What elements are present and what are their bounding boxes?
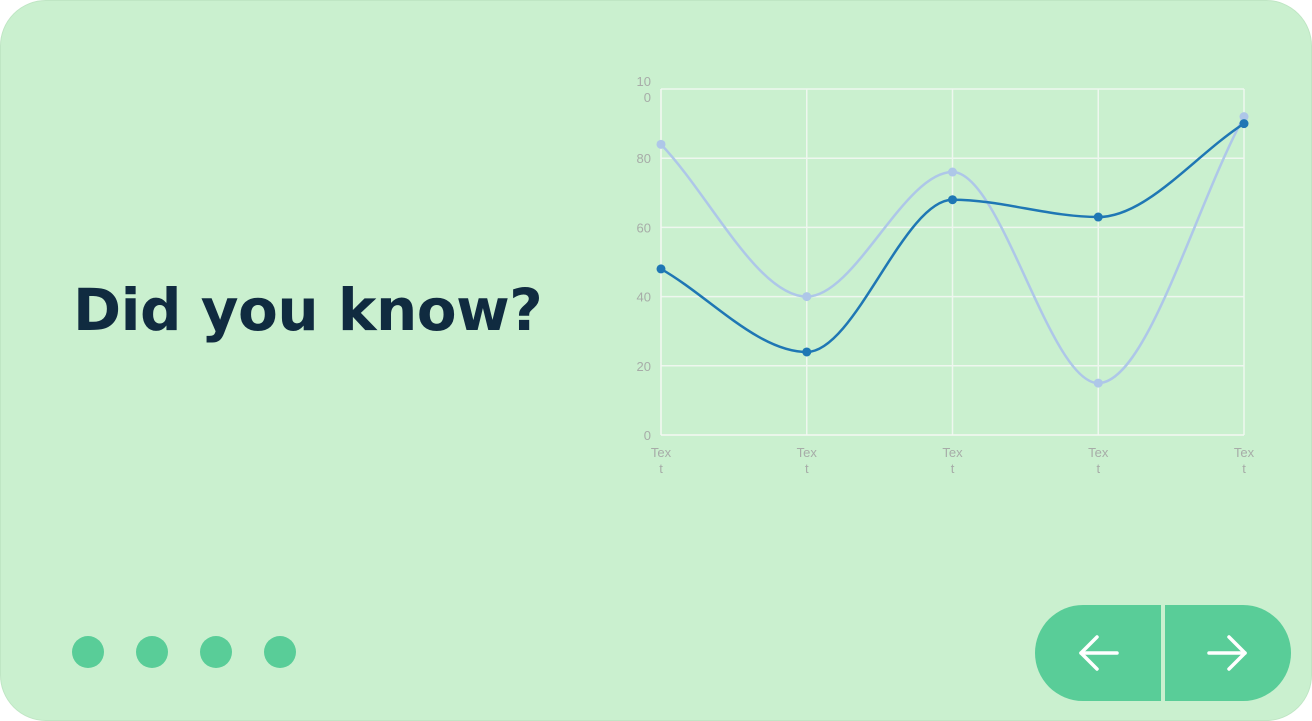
x-tick-label: Tex bbox=[1088, 445, 1109, 460]
pagination-dot[interactable] bbox=[136, 636, 168, 668]
data-point bbox=[948, 195, 957, 205]
y-tick-label: 40 bbox=[637, 290, 651, 305]
data-point bbox=[802, 292, 812, 302]
data-point bbox=[656, 139, 666, 149]
arrow-right-icon bbox=[1207, 635, 1247, 671]
pagination-dot[interactable] bbox=[72, 636, 104, 668]
y-tick-label: 80 bbox=[637, 151, 651, 166]
data-point bbox=[948, 167, 957, 177]
slide-navigation bbox=[1035, 605, 1291, 701]
next-button[interactable] bbox=[1165, 605, 1291, 701]
series-line bbox=[660, 122, 1245, 354]
x-tick-label: t bbox=[805, 461, 809, 476]
headline: Did you know? bbox=[73, 276, 543, 344]
data-point bbox=[656, 264, 666, 274]
pagination-dot[interactable] bbox=[264, 636, 296, 668]
data-point bbox=[1093, 378, 1103, 388]
y-tick-label: 10 bbox=[637, 74, 651, 89]
previous-button[interactable] bbox=[1035, 605, 1161, 701]
data-point bbox=[1093, 212, 1103, 222]
chart-series bbox=[656, 112, 1249, 388]
data-point bbox=[1239, 119, 1249, 129]
pagination-dot[interactable] bbox=[200, 636, 232, 668]
x-tick-label: Tex bbox=[651, 445, 672, 460]
x-tick-label: Tex bbox=[1234, 445, 1255, 460]
x-tick-label: t bbox=[1096, 461, 1100, 476]
pagination-dots bbox=[72, 636, 296, 668]
y-tick-label: 60 bbox=[637, 220, 651, 235]
y-tick-label: 20 bbox=[637, 359, 651, 374]
x-tick-label: t bbox=[951, 461, 955, 476]
x-tick-label: Tex bbox=[942, 445, 963, 460]
x-tick-label: t bbox=[1242, 461, 1246, 476]
chart-grid bbox=[661, 88, 1245, 435]
y-tick-label: 0 bbox=[644, 428, 651, 443]
data-point bbox=[1239, 112, 1249, 122]
y-tick-label: 0 bbox=[644, 90, 651, 105]
arrow-left-icon bbox=[1079, 635, 1119, 671]
series-line bbox=[660, 116, 1246, 385]
x-tick-label: Tex bbox=[797, 445, 818, 460]
data-point bbox=[802, 347, 812, 357]
x-tick-label: t bbox=[659, 461, 663, 476]
